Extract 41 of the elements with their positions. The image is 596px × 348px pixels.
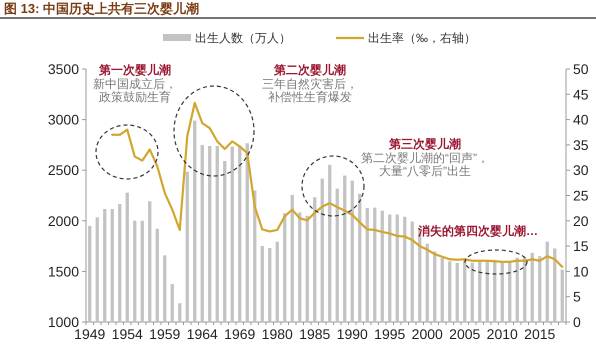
y2-tick-label: 30	[573, 162, 589, 178]
y2-tick-label: 25	[573, 188, 589, 204]
legend-label: 出生率（‰，右轴）	[368, 31, 476, 45]
y2-tick-label: 35	[573, 136, 589, 153]
legend-label: 出生人数（万人）	[195, 31, 291, 45]
y2-tick-label: 40	[573, 112, 589, 128]
y2-tick-label: 15	[573, 238, 589, 254]
y2-tick-label: 50	[573, 61, 589, 77]
annotation: 第二次婴儿潮	[273, 63, 346, 77]
x-tick-label: 1985	[299, 326, 331, 342]
y2-tick-label: 10	[573, 263, 589, 280]
title: 图 13: 中国历史上共有三次婴儿潮	[4, 1, 200, 16]
x-tick-label: 1969	[224, 326, 256, 342]
x-tick-label: 1964	[186, 326, 218, 342]
x-tick-label: 1995	[374, 326, 406, 342]
x-tick-label: 2010	[486, 326, 518, 342]
annotation: 第一次婴儿潮	[98, 63, 171, 77]
y-tick-label: 2000	[48, 212, 80, 229]
x-tick-label: 1959	[149, 326, 181, 342]
annotation: 补偿性生育爆发	[268, 90, 352, 104]
x-tick-label: 1990	[336, 326, 368, 342]
y2-tick-label: 45	[573, 86, 589, 102]
x-tick-label: 2005	[449, 326, 481, 342]
annotation: 消失的第四次婴儿潮…	[417, 224, 538, 238]
y2-tick-label: 20	[573, 212, 589, 229]
annotation: 第二次婴儿潮的“回声”，	[361, 151, 489, 165]
y-tick-label: 3000	[48, 112, 80, 128]
y2-tick-label: 0	[573, 314, 581, 330]
x-tick-label: 2000	[412, 326, 444, 342]
y-tick-label: 3500	[48, 61, 80, 77]
annotation: 三年自然灾害后，	[262, 77, 358, 91]
annotation: 政策鼓励生育	[99, 90, 171, 104]
x-tick-label: 1954	[112, 326, 144, 342]
x-tick-label: 1980	[262, 326, 294, 342]
y2-tick-label: 5	[573, 288, 581, 305]
y-tick-label: 1500	[48, 263, 80, 280]
y-tick-label: 2500	[48, 162, 80, 178]
annotation: 第三次婴儿潮	[388, 137, 461, 151]
x-tick-label: 2015	[524, 326, 556, 342]
annotation: 大量“八零后”出生	[379, 164, 471, 178]
annotation: 新中国成立后，	[93, 77, 177, 91]
